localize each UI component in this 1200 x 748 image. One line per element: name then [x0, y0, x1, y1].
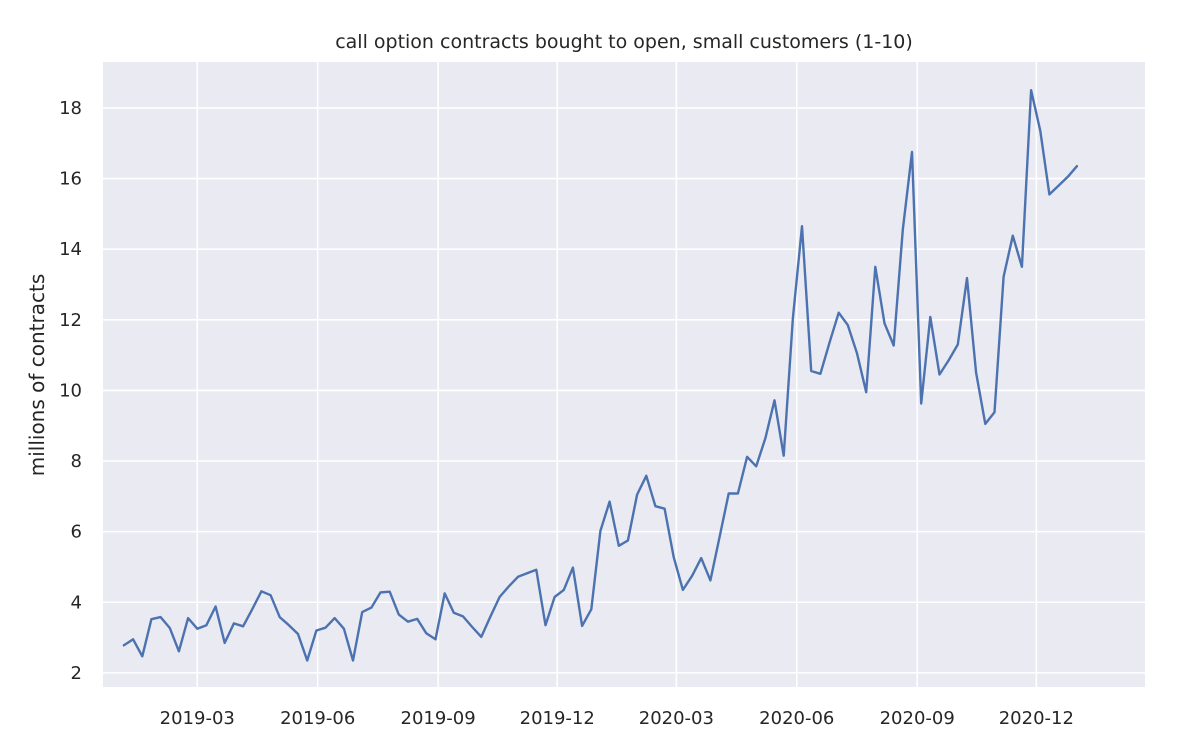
y-tick-label: 12	[59, 310, 82, 331]
x-tick-label: 2020-06	[759, 708, 834, 729]
x-tick-label: 2019-03	[160, 708, 235, 729]
x-tick-labels: 2019-03 2019-06 2019-09 2019-12 2020-03 2020-…	[160, 708, 1074, 729]
y-tick-label: 10	[59, 380, 82, 401]
y-gridlines	[103, 107, 1145, 674]
series-layer	[122, 88, 1079, 662]
y-tick-label: 4	[71, 592, 82, 613]
y-tick-label: 6	[71, 522, 82, 543]
x-tick-label: 2020-09	[880, 708, 955, 729]
y-tick-label: 16	[59, 169, 82, 190]
x-gridlines	[196, 62, 1038, 687]
y-tick-labels: 2 4 6 8 10 12 14 16 18	[59, 98, 82, 684]
x-tick-label: 2019-06	[280, 708, 355, 729]
y-tick-label: 8	[71, 451, 82, 472]
x-tick-label: 2020-12	[999, 708, 1074, 729]
y-tick-label: 2	[71, 663, 82, 684]
y-axis-label: millions of contracts	[25, 274, 49, 477]
x-tick-label: 2020-03	[639, 708, 714, 729]
x-tick-label: 2019-09	[401, 708, 476, 729]
x-tick-label: 2019-12	[520, 708, 595, 729]
y-tick-label: 14	[59, 239, 82, 260]
plot-background	[103, 62, 1145, 687]
chart-title: call option contracts bought to open, sm…	[335, 31, 913, 53]
y-tick-label: 18	[59, 98, 82, 119]
